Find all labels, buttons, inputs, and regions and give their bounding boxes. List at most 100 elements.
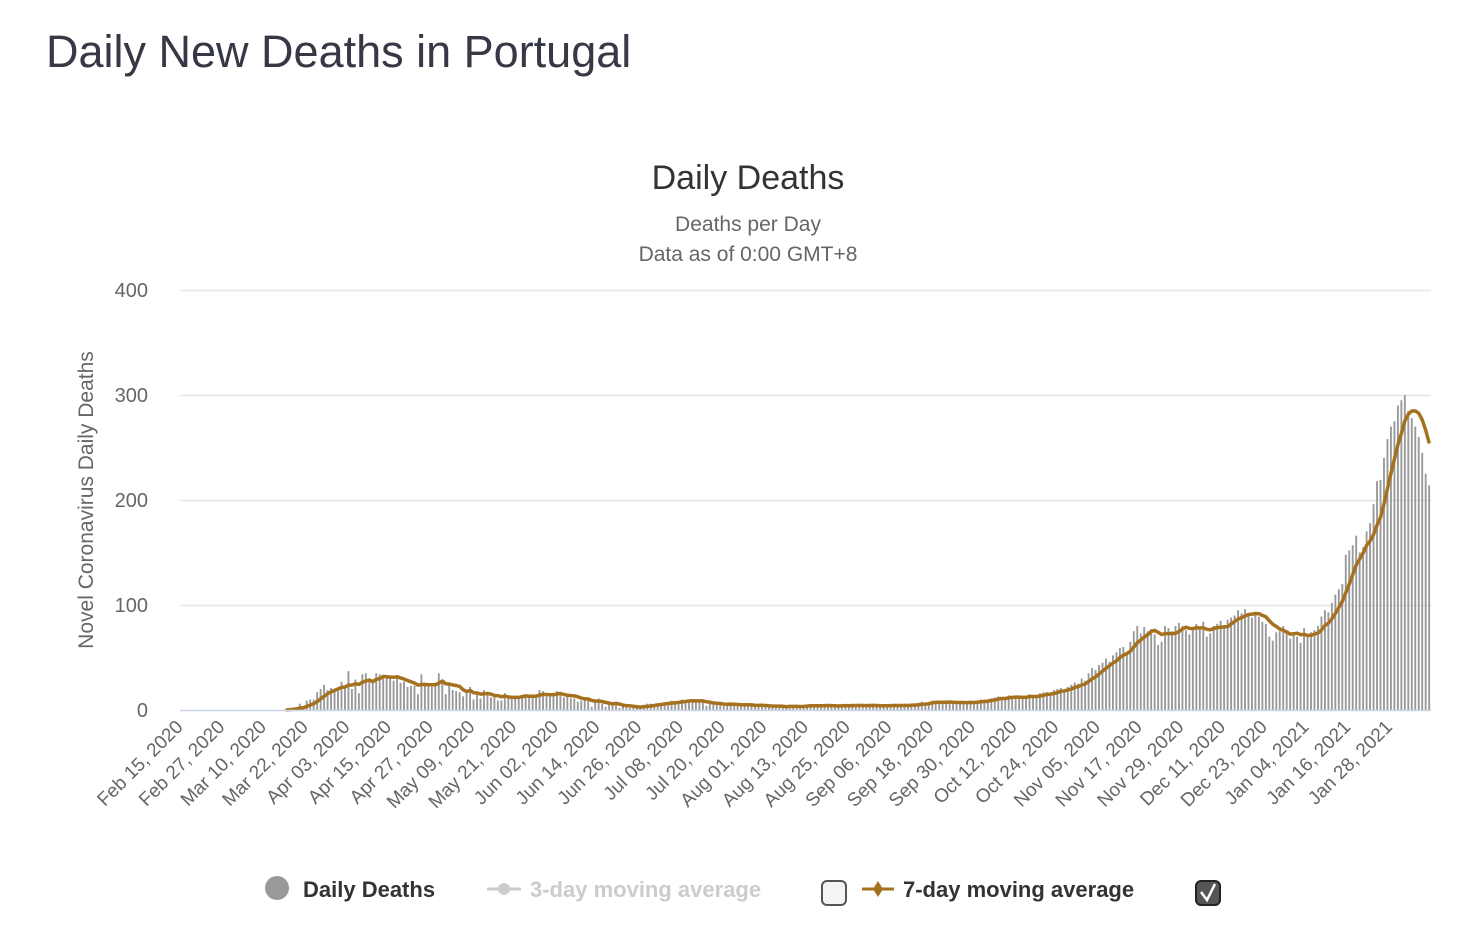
- daily-deaths-bar[interactable]: [861, 706, 864, 710]
- daily-deaths-bar[interactable]: [1118, 648, 1121, 710]
- daily-deaths-bar[interactable]: [576, 701, 579, 710]
- daily-deaths-bar[interactable]: [1251, 617, 1253, 710]
- daily-deaths-bar[interactable]: [476, 692, 478, 710]
- daily-deaths-bar[interactable]: [524, 695, 527, 710]
- daily-deaths-bar[interactable]: [941, 702, 944, 710]
- daily-deaths-bar[interactable]: [959, 701, 961, 710]
- daily-deaths-bar[interactable]: [1424, 473, 1427, 710]
- daily-deaths-bar[interactable]: [757, 705, 760, 710]
- daily-deaths-bar[interactable]: [451, 690, 454, 710]
- daily-deaths-bar[interactable]: [1310, 632, 1312, 710]
- daily-deaths-bar[interactable]: [962, 702, 965, 710]
- daily-deaths-bar[interactable]: [1317, 626, 1319, 710]
- daily-deaths-bar[interactable]: [1334, 594, 1337, 711]
- daily-deaths-bar[interactable]: [340, 681, 343, 710]
- daily-deaths-bar[interactable]: [1115, 652, 1118, 710]
- daily-deaths-bar[interactable]: [361, 674, 364, 710]
- daily-deaths-bar[interactable]: [886, 706, 888, 710]
- daily-deaths-bar[interactable]: [389, 676, 392, 710]
- daily-deaths-bar[interactable]: [510, 697, 513, 710]
- daily-deaths-bar[interactable]: [1014, 696, 1017, 710]
- daily-deaths-bar[interactable]: [1143, 627, 1146, 710]
- daily-deaths-bar[interactable]: [743, 703, 746, 710]
- daily-deaths-bar[interactable]: [1369, 523, 1372, 710]
- daily-deaths-bar[interactable]: [1323, 610, 1326, 710]
- daily-deaths-bar[interactable]: [1178, 622, 1180, 710]
- daily-deaths-bar[interactable]: [809, 705, 812, 710]
- daily-deaths-bar[interactable]: [1292, 634, 1295, 710]
- daily-deaths-bar[interactable]: [1403, 395, 1406, 710]
- daily-deaths-bar[interactable]: [830, 705, 833, 710]
- daily-deaths-bar[interactable]: [628, 707, 631, 710]
- daily-deaths-bar[interactable]: [667, 702, 670, 710]
- daily-deaths-bar[interactable]: [1035, 697, 1038, 710]
- daily-deaths-bar[interactable]: [1268, 636, 1271, 711]
- daily-deaths-bar[interactable]: [674, 701, 677, 710]
- daily-deaths-bar[interactable]: [517, 696, 520, 710]
- daily-deaths-bar[interactable]: [750, 704, 753, 710]
- daily-deaths-bar[interactable]: [1289, 638, 1292, 710]
- daily-deaths-bar[interactable]: [973, 702, 975, 710]
- daily-deaths-bar[interactable]: [879, 706, 882, 710]
- daily-deaths-bar[interactable]: [1160, 641, 1163, 710]
- daily-deaths-bar[interactable]: [580, 700, 583, 710]
- daily-deaths-bar[interactable]: [503, 693, 506, 710]
- daily-deaths-bar[interactable]: [1327, 612, 1330, 710]
- daily-deaths-bar[interactable]: [1410, 418, 1413, 710]
- daily-deaths-bar[interactable]: [587, 698, 590, 710]
- daily-deaths-bar[interactable]: [979, 699, 982, 711]
- daily-deaths-bar[interactable]: [1428, 485, 1431, 710]
- daily-deaths-bar[interactable]: [688, 699, 690, 711]
- daily-deaths-bar[interactable]: [1296, 636, 1299, 711]
- daily-deaths-bar[interactable]: [1049, 694, 1052, 710]
- daily-deaths-bar[interactable]: [837, 705, 840, 710]
- daily-deaths-bar[interactable]: [684, 700, 687, 710]
- daily-deaths-bar[interactable]: [740, 704, 743, 710]
- daily-deaths-bar[interactable]: [1275, 632, 1278, 710]
- checkbox-7-day-average[interactable]: [1195, 880, 1221, 906]
- daily-deaths-bar[interactable]: [865, 705, 868, 710]
- daily-deaths-bar[interactable]: [1157, 644, 1160, 710]
- daily-deaths-bar[interactable]: [771, 706, 774, 710]
- daily-deaths-bar[interactable]: [1358, 552, 1361, 711]
- daily-deaths-bar[interactable]: [354, 679, 357, 710]
- daily-deaths-bar[interactable]: [1330, 602, 1333, 710]
- daily-deaths-bar[interactable]: [1355, 535, 1358, 710]
- daily-deaths-bar[interactable]: [986, 700, 989, 710]
- daily-deaths-bar[interactable]: [448, 683, 451, 710]
- daily-deaths-bar[interactable]: [976, 701, 979, 710]
- daily-deaths-bar[interactable]: [403, 681, 405, 710]
- daily-deaths-bar[interactable]: [1278, 631, 1281, 710]
- daily-deaths-bar[interactable]: [656, 703, 659, 710]
- daily-deaths-bar[interactable]: [1018, 697, 1021, 710]
- daily-deaths-bar[interactable]: [625, 706, 628, 710]
- daily-deaths-bar[interactable]: [1011, 697, 1014, 710]
- daily-deaths-bar[interactable]: [785, 707, 788, 710]
- daily-deaths-bar[interactable]: [573, 698, 576, 710]
- daily-deaths-bar[interactable]: [1393, 421, 1396, 710]
- legend-item-3-day-average[interactable]: 3-day moving average: [487, 877, 761, 902]
- daily-deaths-bar[interactable]: [778, 706, 781, 710]
- daily-deaths-bar[interactable]: [910, 704, 913, 710]
- daily-deaths-bar[interactable]: [733, 704, 736, 710]
- daily-deaths-bar[interactable]: [1376, 481, 1378, 710]
- daily-deaths-bar[interactable]: [847, 706, 850, 710]
- daily-deaths-bar[interactable]: [472, 699, 475, 711]
- daily-deaths-bar[interactable]: [337, 689, 339, 710]
- daily-deaths-bar[interactable]: [357, 693, 360, 710]
- daily-deaths-bar[interactable]: [816, 705, 819, 710]
- daily-deaths-bar[interactable]: [333, 689, 336, 710]
- daily-deaths-bar[interactable]: [1045, 692, 1048, 710]
- daily-deaths-bar[interactable]: [1153, 634, 1156, 710]
- daily-deaths-bar[interactable]: [1254, 613, 1257, 710]
- daily-deaths-bar[interactable]: [406, 686, 409, 710]
- daily-deaths-bar[interactable]: [1226, 619, 1229, 710]
- daily-deaths-bar[interactable]: [549, 696, 551, 710]
- daily-deaths-bar[interactable]: [569, 698, 572, 710]
- daily-deaths-bar[interactable]: [615, 703, 617, 710]
- daily-deaths-bar[interactable]: [1101, 662, 1104, 710]
- daily-deaths-bar[interactable]: [531, 696, 534, 710]
- daily-deaths-bar[interactable]: [767, 705, 770, 710]
- daily-deaths-bar[interactable]: [1337, 589, 1340, 710]
- daily-deaths-bar[interactable]: [1205, 636, 1208, 711]
